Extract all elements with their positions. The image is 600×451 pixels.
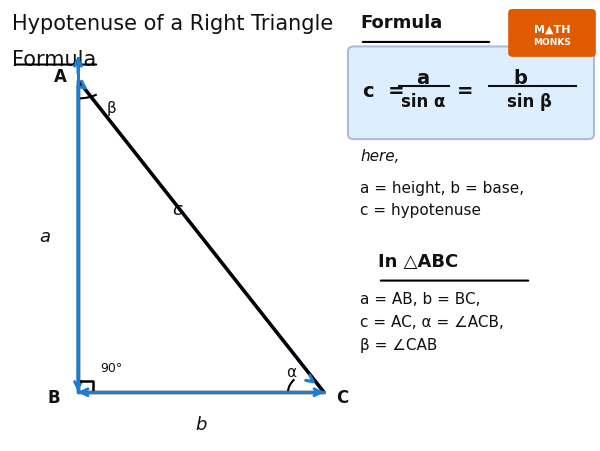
Text: a: a: [40, 228, 50, 246]
Text: β: β: [106, 101, 116, 116]
Text: c: c: [172, 201, 182, 219]
Text: C: C: [336, 388, 348, 406]
Text: a = AB, b = BC,
c = AC, α = ∠ACB,
β = ∠CAB: a = AB, b = BC, c = AC, α = ∠ACB, β = ∠C…: [360, 291, 504, 353]
Text: A: A: [53, 68, 67, 86]
Text: MONKS: MONKS: [533, 38, 571, 47]
Text: a: a: [416, 69, 430, 87]
Text: α: α: [286, 364, 296, 380]
Text: Formula: Formula: [12, 50, 96, 69]
Text: b: b: [514, 69, 528, 87]
Text: M▲TH: M▲TH: [534, 24, 570, 34]
Text: c  =: c =: [363, 82, 404, 101]
Text: a = height, b = base,
c = hypotenuse: a = height, b = base, c = hypotenuse: [360, 180, 524, 217]
FancyBboxPatch shape: [508, 10, 596, 58]
Text: b: b: [196, 415, 206, 433]
FancyBboxPatch shape: [348, 47, 594, 140]
Text: Formula: Formula: [360, 14, 442, 32]
Text: Hypotenuse of a Right Triangle: Hypotenuse of a Right Triangle: [12, 14, 333, 33]
Text: here,: here,: [360, 149, 400, 164]
Text: sin α: sin α: [401, 92, 445, 110]
Text: sin β: sin β: [507, 92, 551, 110]
Text: B: B: [47, 388, 61, 406]
Text: =: =: [457, 82, 473, 101]
Text: 90°: 90°: [100, 361, 122, 374]
Text: In △ABC: In △ABC: [378, 253, 458, 271]
